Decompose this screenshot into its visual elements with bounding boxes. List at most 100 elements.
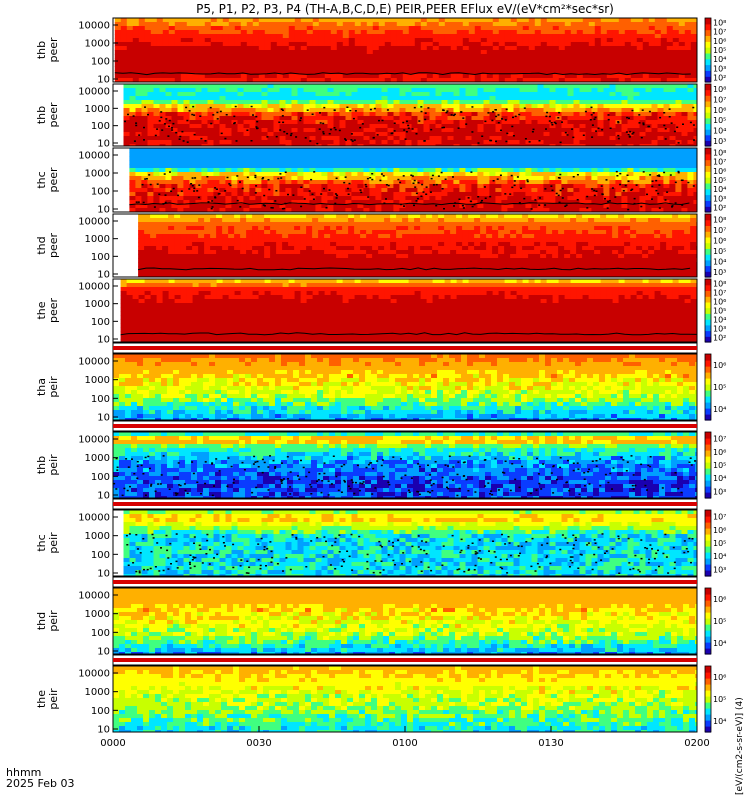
spectrogram-cell [429, 168, 436, 173]
spectrogram-cell [336, 22, 344, 27]
spectrogram-cell [174, 34, 182, 39]
spectrogram-cell [291, 148, 298, 153]
spectrogram-cell [663, 128, 670, 133]
noise-speckle [554, 122, 557, 125]
spectrogram-cell [666, 74, 674, 79]
spectrogram-cell [408, 70, 416, 75]
spectrogram-cell [687, 180, 694, 185]
spectrogram-cell [429, 156, 436, 161]
spectrogram-cell [288, 50, 296, 55]
spectrogram-cell [309, 208, 316, 213]
spectrogram-cell [624, 26, 632, 31]
spectrogram-cell [621, 92, 628, 97]
spectrogram-cell [357, 180, 364, 185]
spectrogram-cell [627, 144, 634, 147]
spectrogram-cell [600, 70, 608, 75]
spectrogram-cell [465, 172, 472, 177]
spectrogram-cell [267, 188, 274, 193]
spectrogram-cell [189, 88, 196, 93]
spectrogram-cell [609, 144, 616, 147]
spectrogram-cell [441, 156, 448, 161]
spectrogram-cell [264, 30, 272, 35]
spectrogram-cell [636, 26, 644, 31]
spectrogram-cell [486, 74, 494, 79]
spectrogram-cell [120, 58, 128, 63]
spectrogram-cell [654, 50, 662, 55]
noise-speckle [424, 112, 427, 114]
spectrogram-cell [141, 156, 148, 161]
noise-speckle [505, 108, 508, 111]
spectrogram-cell [297, 168, 304, 173]
spectrogram-cell [294, 38, 302, 43]
spectrogram-cell [351, 180, 358, 185]
spectrogram-cell [447, 188, 454, 193]
noise-speckle [595, 190, 598, 192]
spectrogram-cell [549, 148, 556, 153]
spectrogram-cell [663, 132, 670, 137]
noise-speckle [300, 117, 302, 119]
spectrogram-cell [414, 62, 422, 67]
spectrogram-cell [543, 120, 550, 125]
spectrogram-cell [261, 140, 268, 145]
noise-speckle [505, 140, 508, 143]
spectrogram-cell [567, 152, 574, 157]
spectrogram-cell [558, 22, 566, 27]
spectrogram-cell [132, 62, 140, 67]
spectrogram-cell [615, 92, 622, 97]
noise-speckle [495, 140, 497, 143]
spectrogram-cell [450, 54, 458, 59]
spectrogram-cell [339, 144, 346, 147]
spectrogram-cell [201, 164, 208, 169]
spectrogram-cell [321, 112, 328, 117]
spectrogram-cell [525, 188, 532, 193]
spectrogram-cell [306, 26, 314, 31]
noise-speckle [551, 124, 554, 126]
spectrogram-cell [177, 168, 184, 173]
spectrogram-cell [426, 62, 434, 67]
spectrogram-cell [354, 18, 362, 23]
noise-speckle [594, 116, 597, 119]
spectrogram-cell [441, 100, 448, 105]
spectrogram-cell [291, 172, 298, 177]
spectrogram-cell [477, 196, 484, 201]
spectrogram-cell [588, 74, 596, 79]
spectrogram-cell [423, 180, 430, 185]
spectrogram-cell [327, 200, 334, 205]
spectrogram-cell [195, 196, 202, 201]
spectrogram-cell [591, 180, 598, 185]
spectrogram-cell [294, 54, 302, 59]
spectrogram-cell [435, 100, 442, 105]
spectrogram-cell [633, 88, 640, 93]
spectrogram-cell [132, 54, 140, 59]
spectrogram-cell [627, 140, 634, 145]
spectrogram-cell [393, 132, 400, 137]
spectrogram-cell [630, 42, 638, 47]
spectrogram-cell [552, 66, 560, 71]
spectrogram-cell [585, 108, 592, 113]
spectrogram-cell [318, 62, 326, 67]
spectrogram-cell [258, 26, 266, 31]
noise-speckle [199, 115, 202, 117]
spectrogram-cell [153, 84, 160, 89]
spectrogram-cell [201, 96, 208, 101]
spectrogram-cell [537, 92, 544, 97]
spectrogram-cell [399, 164, 406, 169]
spectrogram-cell [285, 160, 292, 165]
spectrogram-cell [639, 164, 646, 169]
spectrogram-cell [237, 108, 244, 113]
spectrogram-cell [342, 34, 350, 39]
spectrogram-cell [222, 62, 230, 67]
spectrogram-cell [531, 120, 538, 125]
spectrogram-cell [339, 172, 346, 177]
spectrogram-cell [489, 84, 496, 89]
spectrogram-cell [519, 104, 526, 109]
spectrogram-cell [609, 124, 616, 129]
spectrogram-cell [372, 22, 380, 27]
noise-speckle [626, 116, 629, 119]
spectrogram-cell [498, 74, 506, 79]
spectrogram-cell [129, 132, 136, 137]
spectrogram-cell [126, 34, 134, 39]
spectrogram-cell [336, 74, 344, 79]
spectrogram-cell [432, 42, 440, 47]
spectrogram-cell [147, 204, 154, 209]
